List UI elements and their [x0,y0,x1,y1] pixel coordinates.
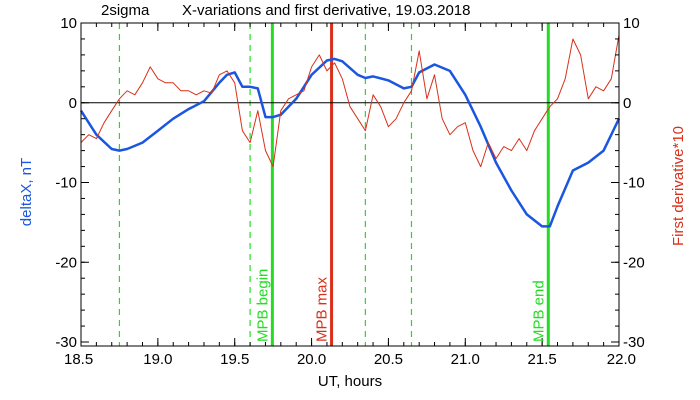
x-tick-label-5: 21.0 [451,351,480,368]
vertical-markers [118,23,550,346]
marker-label-3: MPB max [314,276,331,342]
y-tick-label-left-3: -20 [55,254,77,271]
y-tick-label-right-1: 0 [623,95,631,112]
series-lines [79,34,621,228]
chart-title-prefix: 2sigma [101,2,150,19]
x-tick-label-3: 20.0 [297,351,326,368]
chart-title: X-variations and first derivative, 19.03… [182,2,471,19]
series-derivative-line [80,34,620,168]
x-tick-label-6: 21.5 [528,351,557,368]
plot-frame [80,22,620,347]
marker-labels: MPB begin MPB max MPB end [254,269,547,342]
y-tick-label-left-1: 0 [69,95,77,112]
y-tick-label-right-2: -10 [623,175,645,192]
y-axis-label-left: deltaX, nT [18,158,35,226]
y-tick-label-left-4: -30 [55,334,77,351]
marker-label-6: MPB end [530,280,547,342]
y-tick-label-right-3: -20 [623,254,645,271]
axis-tick-labels: 18.5 19.0 19.5 20.0 20.5 21.0 21.5 22.0 10 10 0 0 -1… [55,15,644,368]
x-axis-label: UT, hours [318,373,382,390]
x-tick-label-0: 18.5 [64,351,93,368]
y-tick-label-right-0: 10 [623,15,640,32]
x-tick-label-7: 22.0 [607,351,636,368]
y-tick-label-right-4: -30 [623,334,645,351]
y-tick-label-left-0: 10 [60,15,77,32]
marker-label-2: MPB begin [254,269,271,342]
x-tick-label-1: 19.0 [143,351,172,368]
x-tick-label-2: 19.5 [220,351,249,368]
y-tick-label-left-2: -10 [55,175,77,192]
x-tick-label-4: 20.5 [374,351,403,368]
y-axis-label-right: First derivative*10 [670,126,687,246]
series-deltax-line [79,57,621,228]
axis-ticks [80,22,620,346]
